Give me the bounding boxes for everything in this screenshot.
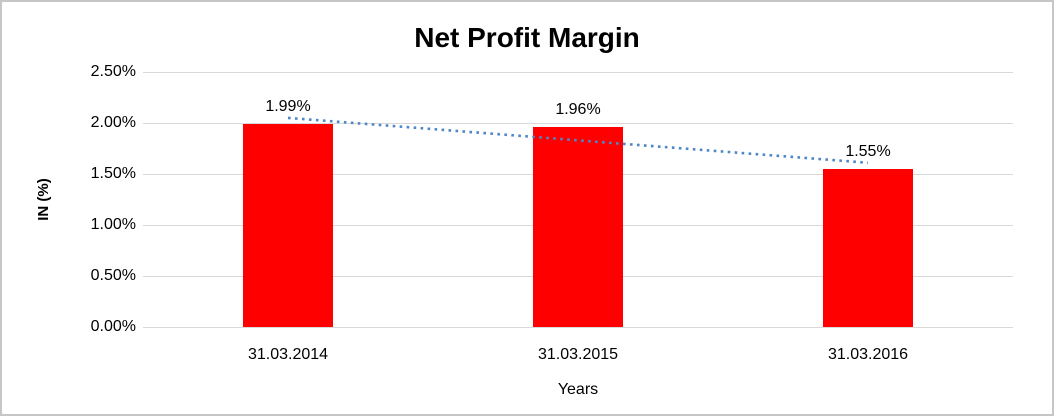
- y-tick-label: 1.50%: [90, 165, 136, 182]
- gridline: [143, 327, 1013, 328]
- bar: [533, 127, 623, 327]
- bar: [823, 168, 913, 327]
- bar-data-label: 1.99%: [265, 98, 311, 116]
- y-tick-label: 0.50%: [90, 267, 136, 284]
- x-category-label: 31.03.2014: [247, 346, 329, 363]
- y-tick-label: 2.50%: [90, 63, 136, 80]
- y-tick-label: 2.00%: [90, 114, 136, 131]
- plot-area: 1.99% 1.96% 1.55%: [143, 72, 1013, 328]
- x-axis-title: Years: [557, 381, 599, 398]
- x-category-label: 31.03.2016: [827, 346, 909, 363]
- chart-title: Net Profit Margin: [414, 22, 640, 53]
- gridline: [143, 72, 1013, 73]
- y-tick-label: 1.00%: [90, 216, 136, 233]
- trendline: [287, 116, 869, 165]
- y-tick-label: 0.00%: [90, 318, 136, 335]
- y-axis-title-box: IN (%): [28, 72, 58, 327]
- bar-data-label: 1.55%: [845, 142, 891, 160]
- bar-data-label: 1.96%: [555, 101, 601, 119]
- bar: [243, 124, 333, 327]
- gridline: [143, 123, 1013, 124]
- x-category-label: 31.03.2015: [537, 346, 619, 363]
- y-axis-title: IN (%): [34, 178, 52, 221]
